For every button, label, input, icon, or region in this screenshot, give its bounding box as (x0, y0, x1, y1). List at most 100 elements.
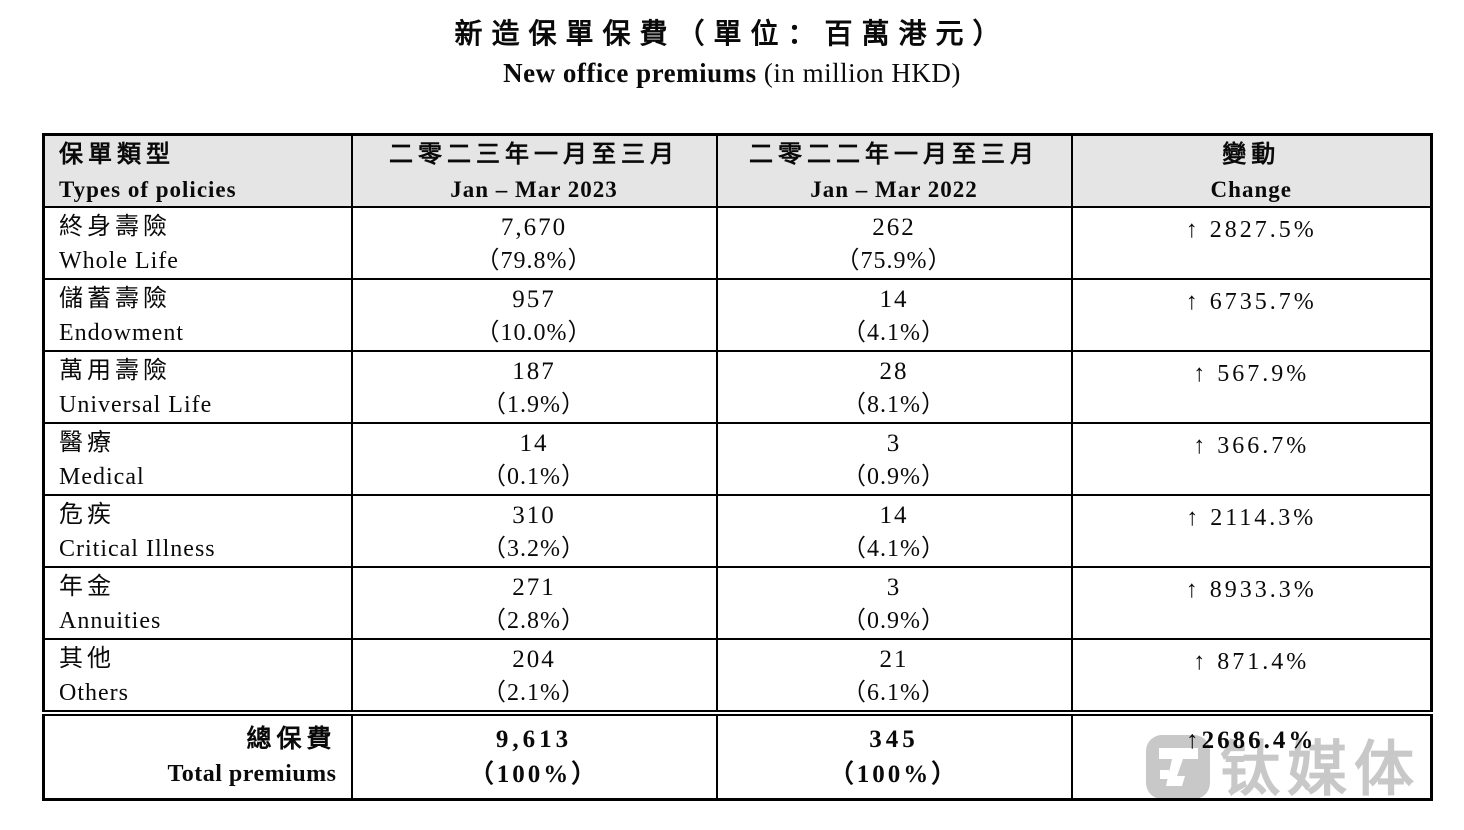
table-row: 萬用壽險 Universal Life 187 （1.9%） 28 （8.1%）… (42, 350, 1433, 424)
page-title-en-tail: (in million HKD) (756, 58, 961, 88)
premium-2022-cell: 14 （4.1%） (715, 494, 1073, 568)
premium-2022-cell: 14 （4.1%） (715, 278, 1073, 352)
premium-2023-pct: （1.9%） (482, 392, 586, 418)
change-cell: ↑ 871.4% (1070, 638, 1433, 714)
premium-2023-pct: （2.8%） (482, 608, 586, 634)
premium-2022-pct: （6.1%） (842, 680, 946, 706)
change-cell: ↑ 2827.5% (1070, 206, 1433, 280)
policy-type-en: Universal Life (59, 392, 213, 418)
policy-type-cell: 萬用壽險 Universal Life (42, 350, 353, 424)
total-change-value: ↑2686.4% (1186, 727, 1317, 754)
col-header-2023-en: Jan – Mar 2023 (450, 177, 618, 202)
total-2022-value: 345 (869, 725, 919, 753)
total-label-zh: 總保費 (246, 726, 337, 754)
premium-2022-pct: （0.9%） (842, 464, 946, 490)
change-value: ↑ 8933.3% (1185, 577, 1317, 603)
table-row: 終身壽險 Whole Life 7,670 （79.8%） 262 （75.9%… (42, 206, 1433, 280)
premium-2022-pct: （4.1%） (842, 536, 946, 562)
premium-2022-cell: 3 （0.9%） (715, 422, 1073, 496)
premium-2023-pct: （0.1%） (482, 464, 586, 490)
col-header-types-zh: 保單類型 (59, 142, 175, 168)
change-value: ↑ 567.9% (1193, 361, 1310, 387)
premium-2022-pct: （4.1%） (842, 320, 946, 346)
page-title-en-bold: New office premiums (503, 58, 757, 88)
policy-type-en: Whole Life (59, 248, 179, 274)
header-row: 保單類型 Types of policies 二零二三年一月至三月 Jan – … (42, 133, 1433, 208)
col-header-2022-zh: 二零二二年一月至三月 (749, 142, 1039, 168)
change-value: ↑ 366.7% (1193, 433, 1310, 459)
policy-type-cell: 危疾 Critical Illness (42, 494, 353, 568)
premium-2022-cell: 28 （8.1%） (715, 350, 1073, 424)
policy-type-zh: 其他 (59, 646, 115, 672)
premium-2023-cell: 957 （10.0%） (350, 278, 718, 352)
policy-type-zh: 危疾 (59, 502, 115, 528)
premium-2022-value: 14 (879, 286, 909, 313)
premium-2023-value: 204 (512, 646, 556, 673)
total-label-cell: 總保費 Total premiums (42, 710, 353, 800)
change-cell: ↑ 2114.3% (1070, 494, 1433, 568)
total-2023-value: 9,613 (495, 725, 573, 753)
premium-2022-value: 262 (872, 214, 916, 241)
policy-type-cell: 終身壽險 Whole Life (42, 206, 353, 280)
policy-type-zh: 年金 (59, 574, 115, 600)
policy-type-en: Others (59, 680, 129, 706)
total-row: 總保費 Total premiums 9,613 （100%） 345 （100… (42, 710, 1433, 800)
table-row: 儲蓄壽險 Endowment 957 （10.0%） 14 （4.1%） ↑ 6… (42, 278, 1433, 352)
policy-type-zh: 醫療 (59, 430, 115, 456)
table-row: 危疾 Critical Illness 310 （3.2%） 14 （4.1%）… (42, 494, 1433, 568)
premium-2023-pct: （79.8%） (475, 248, 593, 274)
premium-2022-cell: 21 （6.1%） (715, 638, 1073, 714)
col-header-2023: 二零二三年一月至三月 Jan – Mar 2023 (350, 133, 718, 208)
col-header-2022: 二零二二年一月至三月 Jan – Mar 2022 (715, 133, 1073, 208)
table-row: 年金 Annuities 271 （2.8%） 3 （0.9%） ↑ 8933.… (42, 566, 1433, 640)
change-cell: ↑ 8933.3% (1070, 566, 1433, 640)
premium-2023-value: 957 (512, 286, 556, 313)
premium-2023-value: 271 (512, 574, 556, 601)
policy-type-en: Endowment (59, 320, 184, 346)
premium-2023-pct: （2.1%） (482, 680, 586, 706)
premium-2023-cell: 310 （3.2%） (350, 494, 718, 568)
change-value: ↑ 871.4% (1193, 649, 1310, 675)
premium-2023-value: 14 (519, 430, 549, 457)
policy-type-zh: 萬用壽險 (59, 358, 171, 384)
col-header-types-en: Types of policies (59, 177, 237, 202)
policy-type-cell: 醫療 Medical (42, 422, 353, 496)
table-row: 其他 Others 204 （2.1%） 21 （6.1%） ↑ 871.4% (42, 638, 1433, 714)
change-cell: ↑ 567.9% (1070, 350, 1433, 424)
change-value: ↑ 2114.3% (1186, 505, 1317, 531)
policy-type-cell: 年金 Annuities (42, 566, 353, 640)
policy-type-en: Medical (59, 464, 145, 490)
policy-type-cell: 儲蓄壽險 Endowment (42, 278, 353, 352)
col-header-2022-en: Jan – Mar 2022 (810, 177, 978, 202)
col-header-change: 變動 Change (1070, 133, 1433, 208)
total-label-en: Total premiums (167, 761, 337, 788)
policy-type-zh: 終身壽險 (59, 214, 171, 240)
policy-type-en: Annuities (59, 608, 162, 634)
change-value: ↑ 2827.5% (1185, 217, 1317, 243)
col-header-types: 保單類型 Types of policies (42, 133, 353, 208)
policy-type-en: Critical Illness (59, 536, 216, 562)
premium-2023-value: 187 (512, 358, 556, 385)
change-cell: ↑ 6735.7% (1070, 278, 1433, 352)
premium-2023-pct: （10.0%） (475, 320, 593, 346)
total-2023-cell: 9,613 （100%） (350, 710, 718, 800)
premium-2022-pct: （8.1%） (842, 392, 946, 418)
page-title-zh: 新造保單保費（單位：百萬港元） (454, 19, 1010, 50)
total-2022-cell: 345 （100%） (715, 710, 1073, 800)
premium-2023-cell: 204 （2.1%） (350, 638, 718, 714)
premium-2023-cell: 271 （2.8%） (350, 566, 718, 640)
policy-type-zh: 儲蓄壽險 (59, 286, 171, 312)
premium-2022-value: 3 (886, 430, 902, 457)
premium-2023-cell: 7,670 （79.8%） (350, 206, 718, 280)
premiums-table: 保單類型 Types of policies 二零二三年一月至三月 Jan – … (42, 133, 1433, 801)
col-header-2023-zh: 二零二三年一月至三月 (389, 142, 679, 168)
total-change-cell: ↑2686.4% (1070, 710, 1433, 800)
premium-2022-value: 14 (879, 502, 909, 529)
policy-type-cell: 其他 Others (42, 638, 353, 714)
col-header-change-zh: 變動 (1222, 142, 1281, 168)
change-cell: ↑ 366.7% (1070, 422, 1433, 496)
total-2022-pct: （100%） (828, 760, 960, 788)
premium-2023-cell: 14 （0.1%） (350, 422, 718, 496)
premium-2023-pct: （3.2%） (482, 536, 586, 562)
